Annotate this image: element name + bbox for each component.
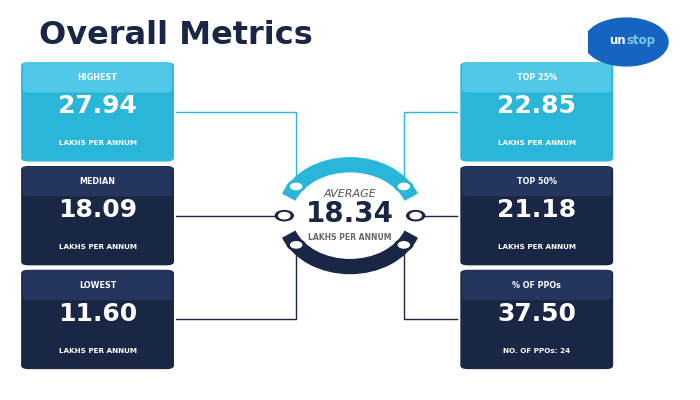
Text: NO. OF PPOs: 24: NO. OF PPOs: 24 bbox=[503, 348, 570, 354]
FancyBboxPatch shape bbox=[459, 269, 614, 370]
Text: 27.94: 27.94 bbox=[58, 94, 137, 118]
Circle shape bbox=[287, 240, 305, 250]
FancyBboxPatch shape bbox=[23, 166, 172, 196]
Text: stop: stop bbox=[626, 34, 655, 48]
Text: TOP 50%: TOP 50% bbox=[517, 177, 556, 186]
Text: AVERAGE: AVERAGE bbox=[323, 189, 377, 199]
FancyBboxPatch shape bbox=[459, 165, 614, 266]
Circle shape bbox=[407, 210, 425, 221]
Text: 22.85: 22.85 bbox=[497, 94, 576, 118]
Text: LAKHS PER ANNUM: LAKHS PER ANNUM bbox=[59, 348, 136, 354]
Text: LAKHS PER ANNUM: LAKHS PER ANNUM bbox=[59, 140, 136, 146]
Circle shape bbox=[584, 18, 668, 66]
FancyBboxPatch shape bbox=[23, 270, 172, 300]
Text: 21.18: 21.18 bbox=[497, 198, 576, 222]
Circle shape bbox=[398, 242, 409, 248]
FancyBboxPatch shape bbox=[20, 165, 175, 266]
Text: 18.34: 18.34 bbox=[306, 200, 394, 228]
Text: Overall Metrics: Overall Metrics bbox=[38, 20, 312, 51]
Text: 37.50: 37.50 bbox=[497, 302, 576, 326]
Circle shape bbox=[287, 181, 305, 192]
FancyBboxPatch shape bbox=[459, 61, 614, 162]
Circle shape bbox=[410, 212, 421, 219]
Text: LAKHS PER ANNUM: LAKHS PER ANNUM bbox=[59, 244, 136, 250]
FancyBboxPatch shape bbox=[462, 166, 612, 196]
Text: LAKHS PER ANNUM: LAKHS PER ANNUM bbox=[498, 140, 575, 146]
Text: % OF PPOs: % OF PPOs bbox=[512, 281, 561, 290]
Circle shape bbox=[290, 242, 302, 248]
Text: un: un bbox=[610, 34, 627, 48]
Text: 18.09: 18.09 bbox=[58, 198, 137, 222]
Text: LAKHS PER ANNUM: LAKHS PER ANNUM bbox=[308, 233, 392, 242]
Text: MEDIAN: MEDIAN bbox=[80, 177, 116, 186]
FancyBboxPatch shape bbox=[20, 61, 175, 162]
FancyBboxPatch shape bbox=[462, 270, 612, 300]
Text: LAKHS PER ANNUM: LAKHS PER ANNUM bbox=[498, 244, 575, 250]
Text: 11.60: 11.60 bbox=[58, 302, 137, 326]
Text: LOWEST: LOWEST bbox=[79, 281, 116, 290]
Circle shape bbox=[395, 240, 413, 250]
Circle shape bbox=[279, 212, 290, 219]
Circle shape bbox=[275, 210, 293, 221]
Circle shape bbox=[398, 183, 409, 190]
Circle shape bbox=[395, 181, 413, 192]
Text: TOP 25%: TOP 25% bbox=[517, 73, 556, 82]
Circle shape bbox=[290, 183, 302, 190]
FancyBboxPatch shape bbox=[23, 63, 172, 92]
FancyBboxPatch shape bbox=[462, 63, 612, 92]
FancyBboxPatch shape bbox=[20, 269, 175, 370]
Text: HIGHEST: HIGHEST bbox=[78, 73, 118, 82]
